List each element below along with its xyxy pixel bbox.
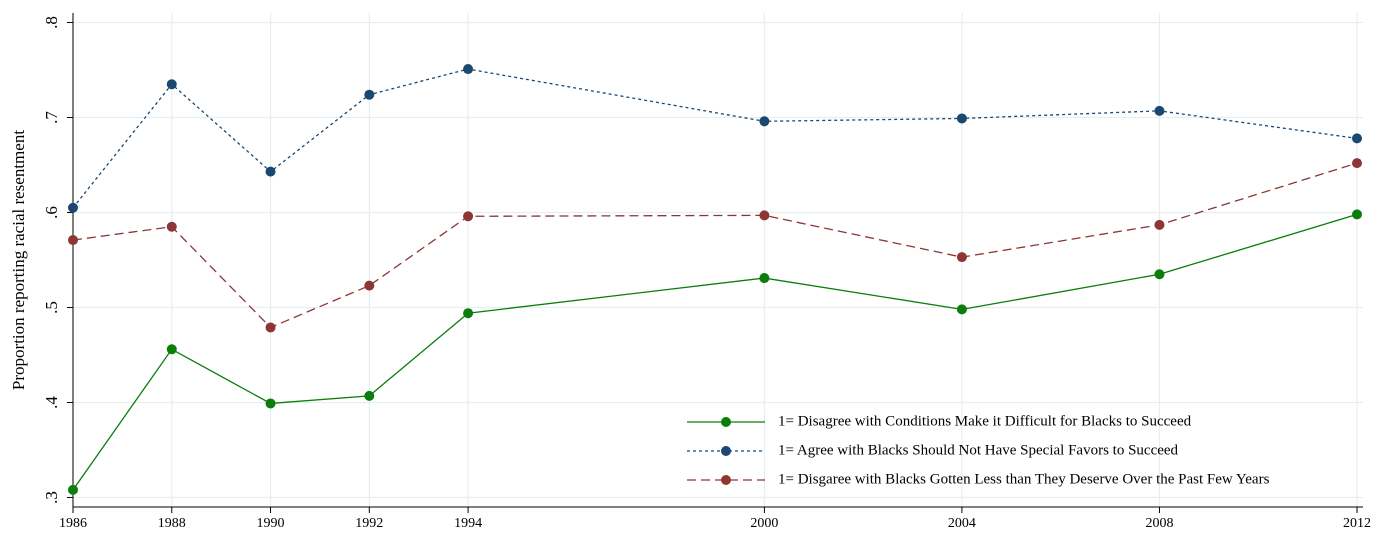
data-point	[364, 280, 375, 291]
grid	[72, 13, 1363, 507]
x-tick-label: 1988	[158, 516, 186, 531]
data-point	[166, 344, 177, 355]
legend: 1= Disagree with Conditions Make it Diff…	[687, 413, 1270, 487]
data-point	[265, 166, 276, 177]
x-tick-label: 2000	[750, 516, 778, 531]
legend-marker	[721, 475, 731, 485]
data-point	[759, 116, 770, 127]
data-point	[463, 211, 474, 222]
data-point	[166, 221, 177, 232]
data-point	[956, 304, 967, 315]
data-point	[956, 252, 967, 263]
y-tick-label: .7	[42, 111, 61, 124]
legend-marker	[721, 446, 731, 456]
data-point	[166, 79, 177, 90]
x-tick-label: 2004	[948, 516, 976, 531]
y-tick-label: .4	[42, 396, 61, 409]
y-tick-label: .5	[42, 301, 61, 314]
data-point	[265, 322, 276, 333]
x-tick-label: 2008	[1145, 516, 1173, 531]
data-point	[364, 89, 375, 100]
data-point	[1154, 219, 1165, 230]
data-point	[1154, 269, 1165, 280]
y-tick-label: .6	[42, 206, 61, 219]
data-point	[463, 64, 474, 75]
series-line	[72, 68, 1358, 209]
x-tick-label: 1994	[454, 516, 482, 531]
data-point	[1352, 209, 1362, 220]
data-point	[759, 210, 770, 221]
legend-marker	[721, 417, 731, 427]
y-tick-label: .8	[42, 16, 61, 29]
data-point	[1352, 158, 1362, 169]
data-point	[68, 235, 78, 246]
data-point	[68, 484, 78, 495]
x-tick-label: 1992	[355, 516, 383, 531]
y-axis-title: Proportion reporting racial resentment	[9, 130, 28, 390]
legend-label: 1= Agree with Blacks Should Not Have Spe…	[778, 442, 1179, 458]
x-tick-label: 1990	[257, 516, 285, 531]
y-tick-label: .3	[42, 491, 61, 504]
data-point	[1352, 133, 1362, 144]
data-point	[1154, 105, 1165, 116]
data-point	[364, 390, 375, 401]
data-point	[463, 308, 474, 319]
data-point	[68, 202, 78, 213]
data-point	[956, 113, 967, 124]
x-tick-label: 2012	[1343, 516, 1371, 531]
data-point	[759, 273, 770, 284]
legend-label: 1= Disgaree with Blacks Gotten Less than…	[778, 471, 1270, 487]
x-tick-label: 1986	[59, 516, 87, 531]
legend-label: 1= Disagree with Conditions Make it Diff…	[778, 413, 1192, 429]
data-point	[265, 398, 276, 409]
series-line	[72, 162, 1358, 329]
